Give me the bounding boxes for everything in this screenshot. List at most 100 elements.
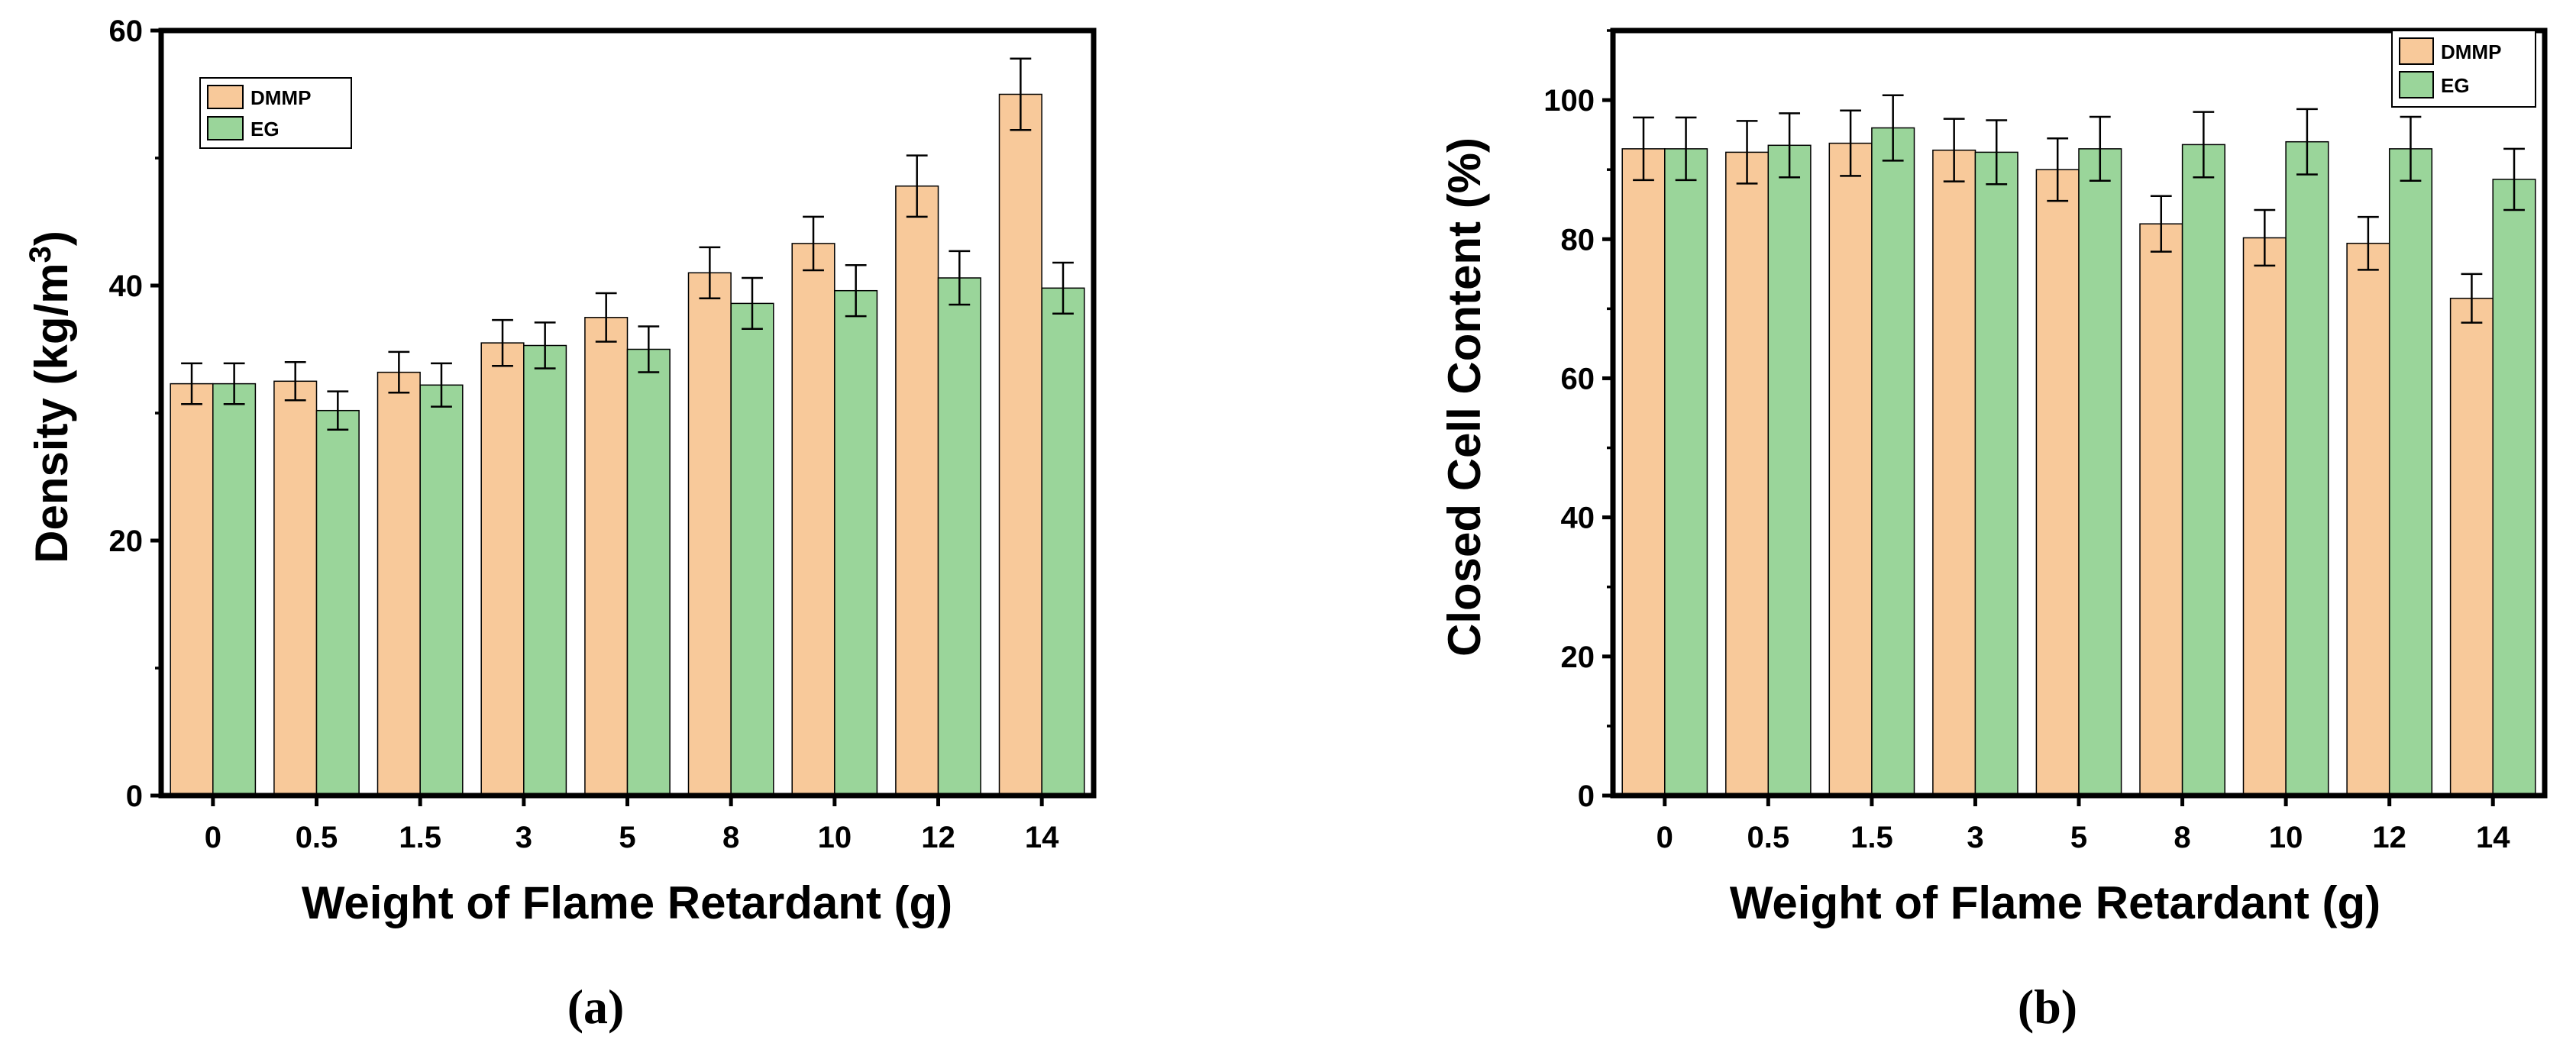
x-tick-label: 0 — [1656, 821, 1673, 854]
error-bar-eg-10 — [2296, 108, 2318, 176]
x-tick-label: 0 — [205, 821, 221, 854]
bar-eg-3 — [523, 344, 567, 796]
legend-label-eg: EG — [250, 118, 280, 140]
error-bar-dmmp-0.5 — [1736, 120, 1758, 185]
y-tick-label: 40 — [1561, 502, 1595, 535]
legend-label-dmmp: DMMP — [250, 86, 311, 109]
error-bar-eg-12 — [2400, 115, 2422, 182]
bar-eg-0 — [1664, 148, 1708, 796]
error-bar-eg-10 — [845, 264, 867, 318]
y-tick-label: 0 — [126, 780, 143, 813]
bar-dmmp-8 — [2139, 223, 2183, 796]
error-bar-dmmp-14 — [2461, 273, 2483, 324]
error-bar-eg-0.5 — [327, 390, 349, 431]
error-bar-eg-1.5 — [431, 362, 452, 408]
bar-eg-10 — [2285, 140, 2329, 796]
bar-dmmp-8 — [687, 272, 732, 796]
error-bar-eg-1.5 — [1882, 94, 1904, 162]
x-tick-label: 12 — [921, 821, 955, 854]
error-bar-dmmp-3 — [1943, 118, 1965, 182]
error-bar-eg-3 — [534, 321, 556, 370]
error-bar-dmmp-10 — [2254, 208, 2276, 267]
error-bar-eg-8 — [2193, 111, 2215, 179]
error-bar-eg-14 — [2503, 147, 2525, 211]
bar-eg-8 — [730, 302, 774, 796]
error-bar-dmmp-0 — [181, 362, 202, 405]
bar-dmmp-10 — [2242, 237, 2287, 796]
bar-eg-0.5 — [315, 409, 360, 796]
y-axis-title-close: ) — [26, 231, 77, 246]
bar-dmmp-0.5 — [273, 380, 318, 796]
x-axis-title-density: Weight of Flame Retardant (g) — [302, 877, 952, 928]
x-tick-label: 3 — [516, 821, 532, 854]
chart-density: 0 0.5 1.5 3 5 8 10 12 14 0 20 40 60 DMMP EG Density … — [24, 15, 1097, 1034]
error-bar-eg-0.5 — [1779, 112, 1801, 179]
legend-swatch-dmmp — [207, 85, 244, 109]
error-bar-dmmp-1.5 — [388, 350, 410, 394]
bar-eg-5 — [626, 348, 671, 796]
bar-eg-10 — [834, 289, 878, 796]
legend-swatch-dmmp — [2399, 37, 2434, 65]
x-tick-label: 10 — [818, 821, 852, 854]
legend-closed-cell: DMMP EG — [2391, 30, 2536, 108]
y-axis-title-closed-cell: Closed Cell Content (%) — [1439, 137, 1490, 657]
bar-dmmp-0 — [170, 383, 214, 796]
error-bar-dmmp-8 — [2150, 195, 2172, 253]
plot-area-closed-cell: 0 0.5 1.5 3 5 8 10 12 14 0 20 40 60 80 100 — [1543, 27, 2548, 854]
y-axis-title-main: Density (kg/m — [26, 263, 77, 563]
bar-eg-12 — [2388, 148, 2433, 796]
error-bar-dmmp-3 — [492, 318, 513, 367]
y-tick-label: 60 — [109, 15, 144, 48]
x-axis-title-closed-cell: Weight of Flame Retardant (g) — [1730, 877, 2380, 928]
bar-dmmp-3 — [1932, 149, 1976, 796]
error-bar-eg-0 — [223, 362, 245, 405]
bar-eg-8 — [2181, 144, 2225, 796]
error-bar-dmmp-14 — [1010, 57, 1032, 131]
bar-eg-1.5 — [419, 384, 464, 796]
bar-eg-0 — [212, 383, 257, 796]
error-bar-dmmp-12 — [906, 154, 928, 218]
bar-dmmp-0 — [1621, 148, 1666, 796]
y-tick-label: 20 — [109, 525, 144, 558]
y-axis-title-density: Density (kg/m3) — [24, 231, 77, 563]
error-bar-dmmp-12 — [2357, 215, 2379, 271]
x-tick-label: 8 — [2174, 821, 2190, 854]
x-tick-label: 12 — [2372, 821, 2406, 854]
chart-closed-cell: 0 0.5 1.5 3 5 8 10 12 14 0 20 40 60 80 100 DMMP EG Clo… — [1439, 27, 2548, 1034]
legend-swatch-eg — [207, 116, 244, 140]
x-tick-label: 5 — [2070, 821, 2087, 854]
x-tick-label: 8 — [722, 821, 739, 854]
bar-eg-5 — [2078, 148, 2122, 796]
bar-dmmp-14 — [998, 93, 1042, 796]
bar-dmmp-12 — [2346, 242, 2390, 796]
x-tick-label: 10 — [2269, 821, 2303, 854]
error-bar-eg-5 — [2089, 115, 2111, 182]
x-tick-label: 5 — [619, 821, 635, 854]
error-bar-eg-8 — [742, 276, 763, 331]
bar-dmmp-1.5 — [1828, 142, 1873, 796]
x-tick-label: 14 — [1025, 821, 1059, 854]
error-bar-dmmp-5 — [595, 292, 617, 343]
legend-label-dmmp: DMMP — [2441, 40, 2501, 63]
bar-eg-3 — [1974, 151, 2018, 796]
error-bar-dmmp-8 — [699, 246, 721, 299]
x-tick-label: 1.5 — [1850, 821, 1893, 854]
bar-eg-12 — [937, 277, 981, 796]
x-tick-label: 14 — [2476, 821, 2510, 854]
bar-eg-1.5 — [1871, 127, 1915, 796]
error-bar-eg-14 — [1052, 261, 1074, 315]
panel-label-b: (b) — [2018, 980, 2077, 1034]
x-tick-label: 3 — [1967, 821, 1983, 854]
y-tick-label: 60 — [1561, 362, 1595, 395]
error-bar-dmmp-0.5 — [284, 360, 306, 402]
y-tick-label: 100 — [1543, 84, 1595, 118]
bar-eg-14 — [2492, 179, 2536, 796]
y-axis-title-superscript: 3 — [24, 246, 57, 263]
error-bar-dmmp-5 — [2047, 137, 2069, 202]
error-bar-dmmp-0 — [1633, 116, 1654, 182]
x-tick-label: 0.5 — [296, 821, 338, 854]
legend-label-eg: EG — [2441, 74, 2470, 97]
bar-dmmp-14 — [2449, 297, 2494, 796]
error-bar-dmmp-1.5 — [1840, 109, 1861, 177]
